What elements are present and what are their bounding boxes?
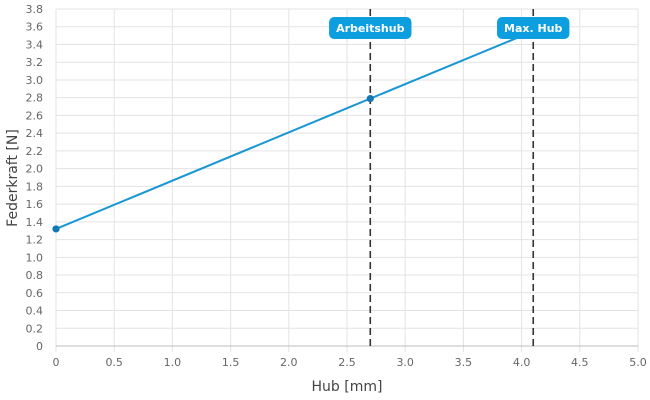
y-tick-label: 1.6 <box>26 198 44 211</box>
data-point <box>366 94 374 103</box>
y-tick-label: 2.8 <box>26 92 44 105</box>
annotation-lines <box>369 9 535 346</box>
x-axis-ticks: 0 0.5 1.0 1.5 2.0 2.5 3.0 3.5 4.0 4.5 5.0 <box>53 356 647 369</box>
y-tick-label: 0.8 <box>26 269 44 282</box>
y-tick-label: 2.2 <box>26 145 44 158</box>
x-tick-label: 0 <box>53 356 60 369</box>
annotation-label-box <box>329 17 412 39</box>
chart-series <box>52 30 534 233</box>
y-tick-label: 3.2 <box>26 56 44 69</box>
x-tick-label: 2.0 <box>280 356 298 369</box>
x-tick-label: 5.0 <box>629 356 647 369</box>
x-tick-label: 4.5 <box>571 356 589 369</box>
y-tick-label: 3.4 <box>26 38 44 51</box>
chart-grid <box>55 8 639 352</box>
x-tick-label: 2.5 <box>338 356 356 369</box>
y-tick-label: 3.0 <box>26 74 44 87</box>
y-tick-label: 0 <box>36 340 43 353</box>
annotation-labels: Arbeitshub Max. Hub <box>329 17 570 39</box>
data-point <box>52 225 60 233</box>
x-tick-label: 0.5 <box>105 356 123 369</box>
annotation-label-text: Arbeitshub <box>336 22 405 35</box>
annotation-label: Max. Hub <box>497 17 570 39</box>
series-line <box>55 30 534 230</box>
y-tick-label: 2.6 <box>26 109 44 122</box>
x-tick-label: 1.0 <box>164 356 182 369</box>
y-tick-label: 3.6 <box>26 21 44 34</box>
y-tick-label: 1.4 <box>26 216 44 229</box>
x-axis-title: Hub [mm] <box>312 379 383 395</box>
y-tick-label: 0.6 <box>26 287 44 300</box>
x-tick-label: 1.5 <box>222 356 240 369</box>
y-tick-label: 1.2 <box>26 234 44 247</box>
annotation-label-text: Max. Hub <box>504 22 563 35</box>
x-tick-label: 3.0 <box>396 356 414 369</box>
y-tick-label: 0.4 <box>26 305 44 318</box>
annotation-label-box <box>497 17 570 39</box>
x-tick-label: 3.5 <box>455 356 473 369</box>
x-tick-label: 4.0 <box>513 356 531 369</box>
y-tick-label: 1.0 <box>26 251 44 264</box>
y-tick-label: 0.2 <box>26 322 44 335</box>
y-tick-label: 2.0 <box>26 163 44 176</box>
y-axis-title: Federkraft [N] <box>5 129 21 227</box>
y-tick-label: 3.8 <box>26 3 44 16</box>
y-tick-label: 2.4 <box>26 127 44 140</box>
y-axis-ticks: 0 0.2 0.4 0.6 0.8 1.0 1.2 1.4 1.6 1.8 2.0 2.2 2.4 2.6… <box>26 3 44 353</box>
annotation-label: Arbeitshub <box>329 17 412 39</box>
y-tick-label: 1.8 <box>26 180 44 193</box>
